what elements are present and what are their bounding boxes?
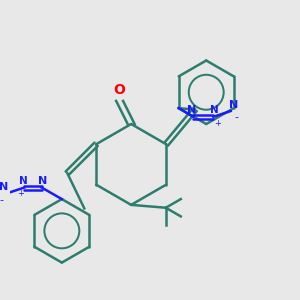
Text: N: N <box>38 176 48 186</box>
Text: -: - <box>0 195 3 205</box>
Text: +: + <box>17 189 24 198</box>
Text: N: N <box>0 182 9 192</box>
Text: N: N <box>19 176 27 186</box>
Text: +: + <box>214 118 220 127</box>
Text: O: O <box>114 82 125 97</box>
Text: N: N <box>210 105 219 116</box>
Text: -: - <box>235 112 239 122</box>
Text: N: N <box>229 100 238 110</box>
Text: N: N <box>187 105 196 116</box>
